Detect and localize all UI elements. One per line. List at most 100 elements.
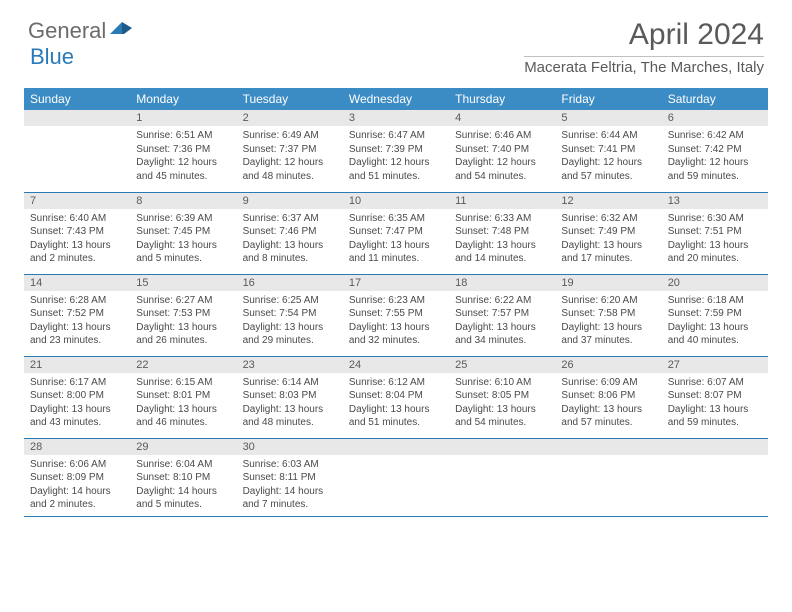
sunset-text: Sunset: 8:10 PM: [136, 471, 230, 485]
daylight-text: Daylight: 12 hours and 54 minutes.: [455, 156, 549, 183]
daylight-text: Daylight: 12 hours and 51 minutes.: [349, 156, 443, 183]
day-number: 21: [24, 357, 130, 373]
sunset-text: Sunset: 8:11 PM: [243, 471, 337, 485]
sunrise-text: Sunrise: 6:33 AM: [455, 212, 549, 226]
day-number-empty: [24, 110, 130, 126]
daylight-text: Daylight: 13 hours and 2 minutes.: [30, 239, 124, 266]
sunset-text: Sunset: 7:53 PM: [136, 307, 230, 321]
daylight-text: Daylight: 14 hours and 2 minutes.: [30, 485, 124, 512]
sunset-text: Sunset: 7:46 PM: [243, 225, 337, 239]
day-body: Sunrise: 6:32 AMSunset: 7:49 PMDaylight:…: [555, 209, 661, 270]
day-number: 18: [449, 275, 555, 291]
logo: General: [28, 18, 136, 44]
sunset-text: Sunset: 7:52 PM: [30, 307, 124, 321]
daylight-text: Daylight: 13 hours and 11 minutes.: [349, 239, 443, 266]
weekday-header: Monday: [130, 88, 236, 110]
day-body: Sunrise: 6:20 AMSunset: 7:58 PMDaylight:…: [555, 291, 661, 352]
sunrise-text: Sunrise: 6:51 AM: [136, 129, 230, 143]
sunset-text: Sunset: 8:04 PM: [349, 389, 443, 403]
daylight-text: Daylight: 13 hours and 8 minutes.: [243, 239, 337, 266]
day-number: 3: [343, 110, 449, 126]
sunset-text: Sunset: 7:41 PM: [561, 143, 655, 157]
calendar-day-cell: 26Sunrise: 6:09 AMSunset: 8:06 PMDayligh…: [555, 356, 661, 438]
day-number-empty: [555, 439, 661, 455]
calendar-day-cell: 8Sunrise: 6:39 AMSunset: 7:45 PMDaylight…: [130, 192, 236, 274]
calendar-day-cell: 24Sunrise: 6:12 AMSunset: 8:04 PMDayligh…: [343, 356, 449, 438]
day-number-empty: [343, 439, 449, 455]
sunrise-text: Sunrise: 6:49 AM: [243, 129, 337, 143]
calendar-day-cell: 16Sunrise: 6:25 AMSunset: 7:54 PMDayligh…: [237, 274, 343, 356]
calendar-day-cell: 12Sunrise: 6:32 AMSunset: 7:49 PMDayligh…: [555, 192, 661, 274]
daylight-text: Daylight: 13 hours and 40 minutes.: [668, 321, 762, 348]
day-body: Sunrise: 6:25 AMSunset: 7:54 PMDaylight:…: [237, 291, 343, 352]
day-number: 23: [237, 357, 343, 373]
header: General April 2024 Macerata Feltria, The…: [0, 0, 792, 84]
calendar-day-cell: 14Sunrise: 6:28 AMSunset: 7:52 PMDayligh…: [24, 274, 130, 356]
sunrise-text: Sunrise: 6:28 AM: [30, 294, 124, 308]
calendar-body: 1 Sunrise: 6:51 AMSunset: 7:36 PM Daylight…: [24, 110, 768, 516]
day-body: Sunrise: 6:42 AMSunset: 7:42 PMDaylight:…: [662, 126, 768, 187]
day-body: Sunrise: 6:30 AMSunset: 7:51 PMDaylight:…: [662, 209, 768, 270]
sunset-text: Sunset: 7:57 PM: [455, 307, 549, 321]
day-number: 28: [24, 439, 130, 455]
calendar-day-cell: 3Sunrise: 6:47 AMSunset: 7:39 PMDaylight…: [343, 110, 449, 192]
day-body: Sunrise: 6:17 AMSunset: 8:00 PMDaylight:…: [24, 373, 130, 434]
day-number: 7: [24, 193, 130, 209]
daylight-text: Daylight: 13 hours and 20 minutes.: [668, 239, 762, 266]
day-body: Sunrise: 6:27 AMSunset: 7:53 PMDaylight:…: [130, 291, 236, 352]
day-body: Sunrise: 6:10 AMSunset: 8:05 PMDaylight:…: [449, 373, 555, 434]
day-body: Sunrise: 6:37 AMSunset: 7:46 PMDaylight:…: [237, 209, 343, 270]
sunset-text: Sunset: 8:03 PM: [243, 389, 337, 403]
sunrise-text: Sunrise: 6:32 AM: [561, 212, 655, 226]
day-number: 1: [130, 110, 236, 126]
day-number: 24: [343, 357, 449, 373]
logo-text-general: General: [28, 18, 106, 44]
calendar-table: SundayMondayTuesdayWednesdayThursdayFrid…: [24, 88, 768, 517]
title-block: April 2024 Macerata Feltria, The Marches…: [524, 18, 764, 76]
day-number: 5: [555, 110, 661, 126]
day-body: Sunrise: 6:04 AMSunset: 8:10 PMDaylight:…: [130, 455, 236, 516]
logo-text-blue: Blue: [30, 44, 74, 70]
weekday-header: Wednesday: [343, 88, 449, 110]
sunrise-text: Sunrise: 6:35 AM: [349, 212, 443, 226]
sunset-text: Sunset: 7:54 PM: [243, 307, 337, 321]
sunrise-text: Sunrise: 6:46 AM: [455, 129, 549, 143]
calendar-week-row: 21Sunrise: 6:17 AMSunset: 8:00 PMDayligh…: [24, 356, 768, 438]
day-body: Sunrise: 6:15 AMSunset: 8:01 PMDaylight:…: [130, 373, 236, 434]
sunrise-text: Sunrise: 6:27 AM: [136, 294, 230, 308]
day-number: 14: [24, 275, 130, 291]
sunset-text: Sunset: 8:07 PM: [668, 389, 762, 403]
sunset-text: Sunset: 8:00 PM: [30, 389, 124, 403]
calendar-day-cell: 5Sunrise: 6:44 AMSunset: 7:41 PMDaylight…: [555, 110, 661, 192]
calendar-day-cell: 11Sunrise: 6:33 AMSunset: 7:48 PMDayligh…: [449, 192, 555, 274]
day-number: 29: [130, 439, 236, 455]
calendar-day-cell: 10Sunrise: 6:35 AMSunset: 7:47 PMDayligh…: [343, 192, 449, 274]
calendar-day-cell: 27Sunrise: 6:07 AMSunset: 8:07 PMDayligh…: [662, 356, 768, 438]
daylight-text: Daylight: 14 hours and 7 minutes.: [243, 485, 337, 512]
sunset-text: Sunset: 7:36 PM: [136, 143, 230, 157]
daylight-text: Daylight: 12 hours and 48 minutes.: [243, 156, 337, 183]
daylight-text: Daylight: 12 hours and 59 minutes.: [668, 156, 762, 183]
sunrise-text: Sunrise: 6:03 AM: [243, 458, 337, 472]
day-number: 16: [237, 275, 343, 291]
sunrise-text: Sunrise: 6:42 AM: [668, 129, 762, 143]
daylight-text: Daylight: 13 hours and 43 minutes.: [30, 403, 124, 430]
day-number: 2: [237, 110, 343, 126]
sunrise-text: Sunrise: 6:06 AM: [30, 458, 124, 472]
day-body: Sunrise: 6:14 AMSunset: 8:03 PMDaylight:…: [237, 373, 343, 434]
sunset-text: Sunset: 7:58 PM: [561, 307, 655, 321]
sunrise-text: Sunrise: 6:04 AM: [136, 458, 230, 472]
day-body: Sunrise: 6:23 AMSunset: 7:55 PMDaylight:…: [343, 291, 449, 352]
calendar-day-cell: 4Sunrise: 6:46 AMSunset: 7:40 PMDaylight…: [449, 110, 555, 192]
sunrise-text: Sunrise: 6:15 AM: [136, 376, 230, 390]
sunrise-text: Sunrise: 6:22 AM: [455, 294, 549, 308]
sunset-text: Sunset: 7:40 PM: [455, 143, 549, 157]
day-number: 17: [343, 275, 449, 291]
calendar-day-cell: 21Sunrise: 6:17 AMSunset: 8:00 PMDayligh…: [24, 356, 130, 438]
day-number: 22: [130, 357, 236, 373]
sunset-text: Sunset: 8:09 PM: [30, 471, 124, 485]
sunrise-text: Sunrise: 6:18 AM: [668, 294, 762, 308]
calendar-empty-cell: [343, 438, 449, 516]
sunset-text: Sunset: 7:45 PM: [136, 225, 230, 239]
day-body: Sunrise: 6:39 AMSunset: 7:45 PMDaylight:…: [130, 209, 236, 270]
